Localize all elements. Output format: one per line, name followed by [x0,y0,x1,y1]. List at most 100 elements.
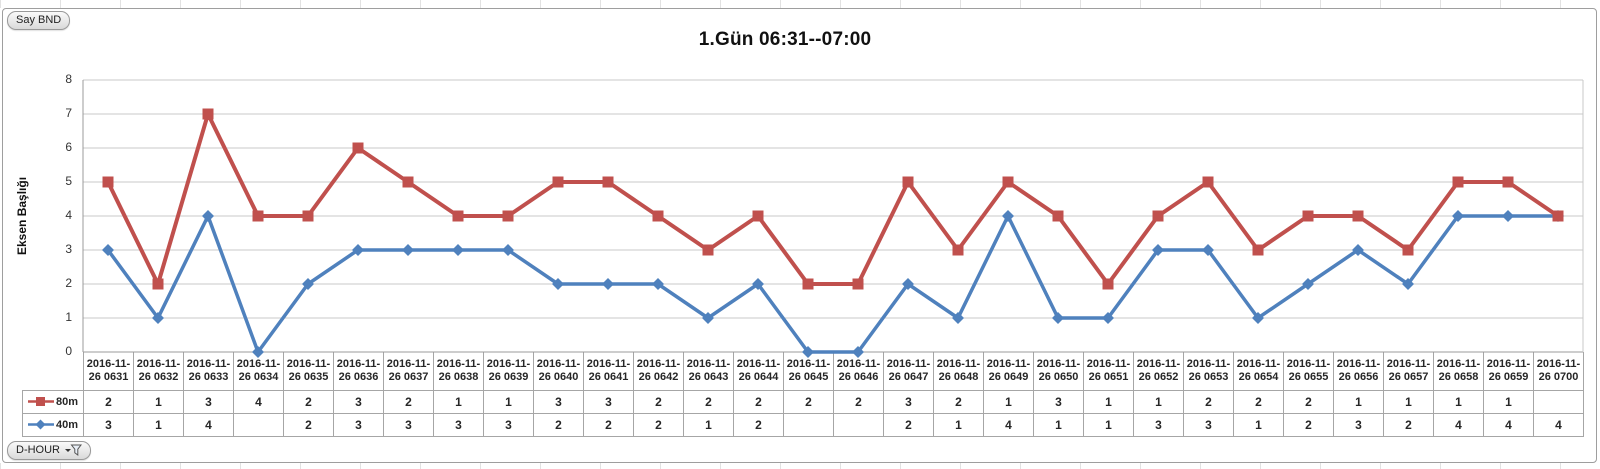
x-axis-category-label: 2016-11- 26 0635 [283,352,334,391]
x-axis-category-label: 2016-11- 26 0638 [433,352,484,391]
say-bnd-button[interactable]: Say BND [7,11,71,30]
table-value-cell: 1 [1383,389,1434,414]
say-bnd-button-label: Say BND [16,14,62,26]
x-axis-category-label: 2016-11- 26 0658 [1433,352,1484,391]
d-hour-field-button[interactable]: D-HOUR [7,441,91,460]
x-axis-category-label: 2016-11- 26 0637 [383,352,434,391]
table-value-cell [233,412,284,437]
x-axis-category-label: 2016-11- 26 0653 [1183,352,1234,391]
table-corner-cell [22,352,84,391]
table-value-cell: 2 [633,412,684,437]
table-value-cell: 2 [683,389,734,414]
table-value-cell: 1 [983,389,1034,414]
sheet-column-ticks-bottom [0,463,1600,469]
table-value-cell: 3 [483,412,534,437]
y-tick-label: 2 [65,276,72,290]
table-value-cell: 3 [83,412,134,437]
table-value-cell: 3 [1033,389,1084,414]
table-value-cell: 1 [1083,389,1134,414]
table-value-cell: 2 [1283,389,1334,414]
legend-label: 40m [55,418,79,431]
x-axis-category-label: 2016-11- 26 0649 [983,352,1034,391]
table-value-cell: 1 [1233,412,1284,437]
table-value-cell: 3 [1133,412,1184,437]
table-value-cell: 2 [933,389,984,414]
table-value-cell: 3 [583,389,634,414]
x-axis-category-label: 2016-11- 26 0700 [1533,352,1584,391]
x-axis-category-label: 2016-11- 26 0641 [583,352,634,391]
y-tick-label: 6 [65,140,72,154]
table-value-cell: 2 [733,412,784,437]
x-axis-category-label: 2016-11- 26 0631 [83,352,134,391]
x-axis-category-label: 2016-11- 26 0647 [883,352,934,391]
y-tick-label: 3 [65,242,72,256]
table-value-cell: 1 [483,389,534,414]
x-axis-category-label: 2016-11- 26 0642 [633,352,684,391]
table-value-cell: 4 [1433,412,1484,437]
y-tick-label: 5 [65,174,72,188]
x-axis-category-label: 2016-11- 26 0650 [1033,352,1084,391]
x-axis-category-label: 2016-11- 26 0633 [183,352,234,391]
table-value-cell: 3 [183,389,234,414]
y-axis-title: Eksen Başlığı [15,176,29,256]
x-axis-category-label: 2016-11- 26 0643 [683,352,734,391]
table-value-cell [783,412,834,437]
y-tick-label: 7 [65,106,72,120]
x-axis-category-label: 2016-11- 26 0648 [933,352,984,391]
legend-key-80m: 80m [22,389,84,414]
chart-title: 1.Gün 06:31--07:00 [698,29,872,50]
table-value-cell: 4 [1483,412,1534,437]
x-axis-category-label: 2016-11- 26 0646 [833,352,884,391]
table-value-cell: 2 [733,389,784,414]
filter-funnel-icon [65,444,82,456]
legend-key-40m: 40m [22,412,84,437]
table-value-cell: 1 [133,412,184,437]
table-value-cell: 3 [533,389,584,414]
table-value-cell: 1 [1433,389,1484,414]
y-tick-label: 8 [65,72,72,86]
y-tick-label: 1 [65,310,72,324]
table-value-cell: 2 [283,412,334,437]
x-axis-category-label: 2016-11- 26 0640 [533,352,584,391]
x-axis-category-label: 2016-11- 26 0651 [1083,352,1134,391]
table-value-cell: 1 [133,389,184,414]
table-value-cell: 2 [583,412,634,437]
x-axis-category-label: 2016-11- 26 0659 [1483,352,1534,391]
square-marker-icon [27,397,54,406]
data-table: 2016-11- 26 0631 2016-11- 26 0632 2016-11- 26… [22,352,1584,437]
table-row-40m: 40m 3 1 4 2 3 3 3 3 2 2 2 1 2 2 1 4 1 1 3 3 1 2 3 2 4 4 4 [22,412,1584,437]
table-value-cell: 2 [383,389,434,414]
x-axis-category-label: 2016-11- 26 0644 [733,352,784,391]
table-value-cell: 3 [333,412,384,437]
d-hour-button-label: D-HOUR [16,444,60,456]
x-axis-category-label: 2016-11- 26 0639 [483,352,534,391]
table-value-cell: 2 [1183,389,1234,414]
x-axis-category-label: 2016-11- 26 0655 [1283,352,1334,391]
table-value-cell [1533,389,1584,414]
table-value-cell: 2 [283,389,334,414]
table-value-cell: 2 [633,389,684,414]
table-value-cell: 3 [883,389,934,414]
table-value-cell: 2 [83,389,134,414]
table-value-cell: 3 [383,412,434,437]
x-axis-category-label: 2016-11- 26 0656 [1333,352,1384,391]
x-axis-category-label: 2016-11- 26 0652 [1133,352,1184,391]
table-value-cell: 2 [883,412,934,437]
table-value-cell [833,412,884,437]
x-axis-category-label: 2016-11- 26 0632 [133,352,184,391]
table-row-80m: 80m 2 1 3 4 2 3 2 1 1 3 3 2 2 2 2 2 3 2 1 3 1 1 2 2 2 1 1 1 1 [22,389,1584,414]
diamond-marker-icon [27,419,54,430]
table-value-cell: 3 [1333,412,1384,437]
x-axis-category-label: 2016-11- 26 0657 [1383,352,1434,391]
legend-label: 80m [55,395,79,408]
x-axis-category-label: 2016-11- 26 0645 [783,352,834,391]
table-value-cell: 1 [1033,412,1084,437]
table-value-cell: 1 [1333,389,1384,414]
table-value-cell: 1 [1133,389,1184,414]
x-axis-category-label: 2016-11- 26 0654 [1233,352,1284,391]
table-value-cell: 4 [983,412,1034,437]
table-value-cell: 1 [1483,389,1534,414]
table-value-cell: 3 [1183,412,1234,437]
table-value-cell: 4 [233,389,284,414]
